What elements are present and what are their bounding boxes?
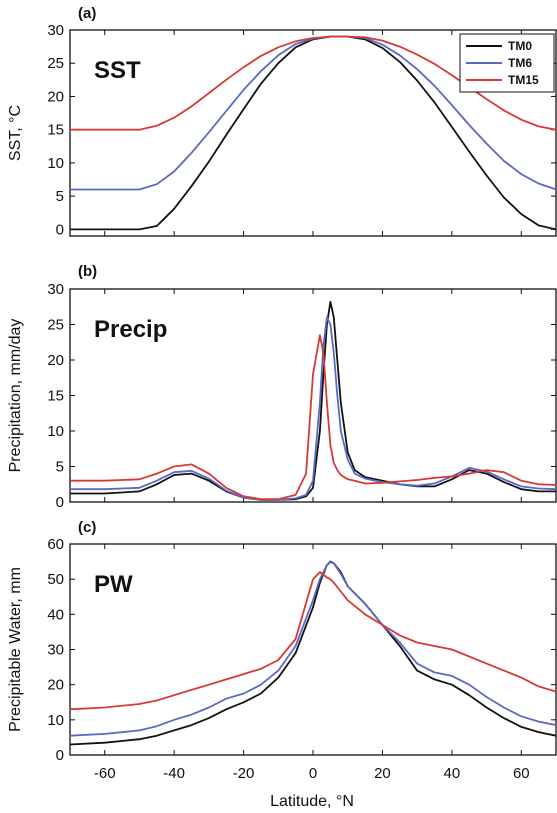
panel-title: Precip [94,316,167,343]
y-tick-label: 60 [47,536,64,553]
y-tick-label: 30 [47,22,64,39]
x-tick-label: -40 [163,765,185,782]
y-tick-label: 0 [56,747,64,764]
panel-precip: 0 5 10 15 20 25 30 Precipitation, mm/day (b) Prec… [7,263,557,511]
panel-title: PW [94,571,133,598]
legend-entry: TM15 [508,73,539,87]
y-tick-label: 10 [47,423,64,440]
y-tick-label: 5 [56,459,64,476]
x-tick-label: -20 [233,765,255,782]
panel-title: SST [94,57,141,84]
x-tick-label: 20 [374,765,391,782]
y-tick-label: 10 [47,155,64,172]
x-axis-label: Latitude, °N [270,793,354,810]
y-tick-label: 30 [47,642,64,659]
y-axis-label: Precipitation, mm/day [7,319,24,473]
panel-sst: 0 5 10 15 20 25 30 SST, °C (a) SST TM0 TM6 TM15 [7,5,557,238]
y-tick-label: 50 [47,571,64,588]
series-line-tm0 [70,560,556,746]
y-tick-label: 25 [47,55,64,72]
series-line-tm6 [70,561,556,737]
series-line-tm6 [70,316,556,501]
y-tick-label: 0 [56,221,64,238]
panel-pw: 0 10 20 30 40 50 60 Precipitable Water, mm (c) PW [7,519,557,764]
y-tick-label: 20 [47,88,64,105]
y-tick-label: 15 [47,122,64,139]
y-tick-label: 20 [47,677,64,694]
y-tick-label: 30 [47,281,64,298]
x-tick-label: 40 [444,765,461,782]
y-axis-label: SST, °C [7,105,24,161]
x-tick-label: 0 [309,765,317,782]
series-line-tm15 [70,35,556,131]
y-tick-label: 5 [56,188,64,205]
y-tick-label: 25 [47,317,64,334]
panel-label: (a) [78,5,96,22]
x-tick-label: 60 [513,765,530,782]
y-tick-label: 10 [47,712,64,729]
series-line-tm15 [70,334,556,501]
legend-entry: TM6 [508,56,532,70]
y-tick-label: 20 [47,352,64,369]
panel-label: (b) [78,263,97,280]
y-axis-label: Precipitable Water, mm [7,567,24,732]
y-tick-label: 0 [56,494,64,511]
y-tick-label: 40 [47,606,64,623]
panel-label: (c) [78,519,96,536]
series-line-tm15 [70,571,556,711]
shared-x-axis: -60 -40 -20 0 20 40 60 [94,765,530,782]
x-tick-label: -60 [94,765,116,782]
y-tick-label: 15 [47,388,64,405]
plot-frame [69,543,557,756]
legend-entry: TM0 [508,39,532,53]
